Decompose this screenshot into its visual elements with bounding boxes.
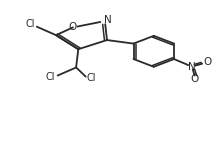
Text: O: O bbox=[204, 57, 212, 67]
Text: Cl: Cl bbox=[46, 72, 55, 82]
Text: O: O bbox=[69, 22, 77, 32]
Text: Cl: Cl bbox=[87, 73, 97, 83]
Text: N: N bbox=[188, 62, 196, 72]
Text: N: N bbox=[104, 15, 111, 25]
Text: O: O bbox=[190, 74, 198, 84]
Text: Cl: Cl bbox=[26, 19, 35, 29]
